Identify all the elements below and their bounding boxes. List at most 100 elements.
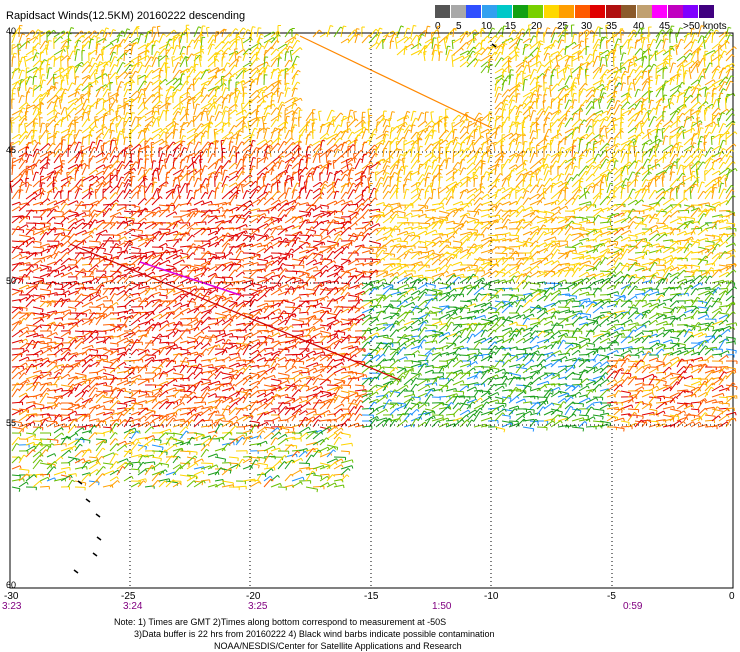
wind-barb [53, 177, 54, 187]
wind-barb [312, 172, 313, 181]
wind-barb [334, 156, 342, 164]
wind-barb-flag [658, 75, 661, 76]
wind-barb-flag [330, 26, 333, 27]
wind-barb-flag [679, 70, 682, 71]
wind-barb-flag [410, 37, 412, 39]
wind-barb-flag [497, 127, 500, 128]
wind-barb-flag [49, 41, 52, 42]
wind-barb-flag [702, 105, 705, 106]
wind-barb [558, 160, 566, 169]
wind-barb-flag [483, 48, 485, 50]
wind-barb-flag [79, 65, 82, 66]
wind-barb-flag [217, 59, 219, 61]
wind-barb-flag [659, 123, 662, 124]
wind-barb-flag [392, 128, 395, 129]
wind-barb-flag [473, 39, 476, 41]
wind-barb-flag [594, 141, 597, 142]
wind-barb [621, 40, 628, 50]
wind-barb-flag [547, 118, 550, 119]
wind-barb-flag [394, 34, 397, 35]
wind-barb-flag [473, 142, 476, 144]
wind-barb-flag [221, 50, 223, 52]
wind-barb-flag [91, 188, 92, 191]
wind-barb-flag [532, 147, 535, 148]
wind-barb-flag [420, 43, 422, 46]
wind-barb-flag [290, 160, 293, 162]
wind-barb [159, 141, 166, 145]
wind-barb [614, 186, 620, 193]
wind-barb-flag [673, 79, 675, 82]
wind-barb [649, 88, 650, 97]
wind-barb [12, 57, 13, 67]
wind-barb-flag [244, 49, 246, 52]
wind-barb [138, 130, 142, 139]
wind-barb-flag [581, 64, 584, 65]
wind-barb-flag [470, 136, 473, 137]
wind-barb-flag [278, 68, 280, 71]
wind-barb-flag [541, 44, 544, 45]
wind-barb [222, 170, 225, 181]
wind-barb [670, 90, 678, 97]
wind-barb [425, 112, 426, 121]
wind-barb-flag [662, 30, 664, 32]
wind-barb-flag [420, 164, 423, 165]
wind-barb [81, 95, 82, 103]
wind-barb [46, 124, 47, 133]
wind-barb [26, 92, 27, 103]
wind-barb [348, 119, 356, 127]
wind-barb-flag [533, 94, 536, 95]
wind-barb-flag [183, 136, 186, 137]
wind-barb-flag [257, 58, 259, 60]
wind-barb-flag [152, 121, 154, 123]
wind-barb-flag [244, 93, 247, 94]
wind-barb-flag [261, 34, 264, 35]
wind-barb-flag [119, 116, 120, 119]
wind-barb-flag [94, 147, 97, 148]
wind-barb-flag [716, 30, 719, 32]
wind-barb-flag [511, 70, 514, 71]
wind-barb-flag [328, 161, 331, 162]
wind-barb-flag [676, 111, 679, 113]
wind-barb-flag [574, 93, 577, 94]
wind-barb-flag [517, 48, 519, 50]
wind-barb-flag [280, 53, 283, 54]
wind-barb-flag [217, 70, 220, 71]
wind-barb [242, 185, 243, 193]
wind-barb-flag [127, 29, 130, 30]
wind-barb [703, 38, 705, 49]
wind-barb [222, 98, 224, 109]
wind-barb-flag [576, 152, 579, 153]
wind-barb [376, 122, 377, 133]
wind-barb-flag [13, 88, 16, 89]
wind-barb-flag [49, 68, 52, 69]
wind-barb-flag [180, 83, 182, 85]
wind-barb-flag [224, 156, 226, 158]
wind-barb-flag [709, 125, 712, 126]
wind-barb-flag [666, 59, 669, 60]
wind-barb-flag [104, 109, 106, 111]
wind-barb-flag [434, 148, 437, 149]
wind-barb [96, 117, 103, 122]
wind-barb [95, 117, 96, 127]
wind-barb [172, 57, 173, 67]
wind-barb-flag [297, 82, 300, 84]
wind-barb-flag [533, 131, 536, 132]
wind-barb-flag [475, 58, 477, 60]
wind-barb [341, 164, 351, 170]
wind-barb [613, 119, 614, 128]
wind-barb-flag [69, 115, 71, 117]
wind-barb-flag [497, 116, 500, 117]
wind-barb-flag [381, 177, 384, 178]
wind-barb-flag [350, 129, 351, 132]
wind-barb-flag [197, 104, 200, 105]
wind-barb-flag [599, 67, 601, 69]
wind-barb [726, 168, 735, 175]
wind-barb [530, 161, 539, 169]
wind-barb-flag [472, 140, 475, 141]
wind-barb-flag [583, 89, 586, 91]
wind-barb-flag [78, 40, 81, 41]
wind-barb-flag [723, 140, 726, 141]
wind-barb [40, 41, 45, 49]
wind-barb-flag [556, 27, 559, 28]
wind-barb [536, 82, 537, 91]
